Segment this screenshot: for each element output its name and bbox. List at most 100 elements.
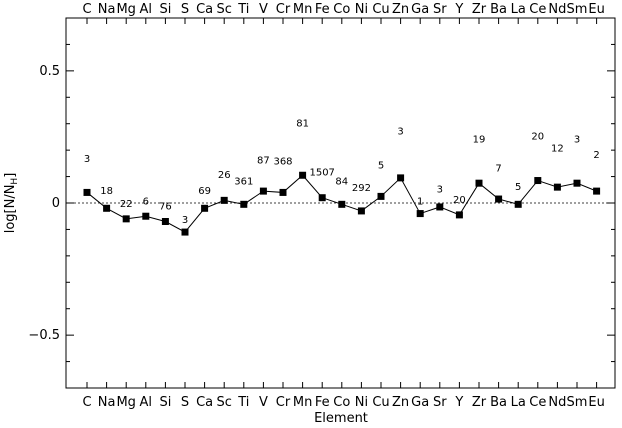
x-tick-label: Zr [472, 395, 487, 410]
x-tick-label-top: Co [333, 2, 350, 17]
count-label: 3 [574, 134, 580, 145]
count-label: 361 [234, 177, 253, 188]
count-label: 12 [551, 144, 564, 155]
y-axis: −0.5 0 0.5 [28, 17, 615, 389]
x-tick-label-top: Mn [293, 2, 312, 17]
y-axis-label-close: ] [3, 173, 18, 178]
x-tick-label-top: V [259, 2, 268, 17]
data-point [259, 187, 267, 195]
data-point [553, 183, 561, 191]
count-label: 3 [397, 126, 403, 137]
data-point [455, 211, 463, 219]
x-tick-label: Sm [567, 395, 588, 410]
count-label: 5 [515, 182, 521, 193]
x-tick-label: C [82, 395, 91, 410]
x-tick-label: Sc [216, 395, 231, 410]
data-point [318, 194, 326, 202]
data-point [338, 200, 346, 208]
x-tick-label: Ce [529, 395, 546, 410]
data-point [514, 200, 522, 208]
count-label: 3 [84, 154, 90, 165]
data-point [181, 228, 189, 236]
count-label: 3 [437, 184, 443, 195]
y-axis-label: log[N/NH] [3, 173, 20, 234]
data-point [103, 204, 111, 212]
x-tick-label-top: Al [140, 2, 153, 17]
x-tick-label: Al [140, 395, 153, 410]
x-tick-label: Sr [433, 395, 447, 410]
count-label: 6 [143, 196, 149, 207]
data-point [122, 215, 130, 223]
count-label: 5 [378, 161, 384, 172]
x-tick-label-top: Nd [548, 2, 566, 17]
x-tick-label: Ti [237, 395, 249, 410]
data-point [534, 177, 542, 185]
data-point [240, 200, 248, 208]
count-label: 7 [495, 163, 501, 174]
x-tick-label: Nd [548, 395, 566, 410]
count-label: 22 [120, 199, 133, 210]
x-tick-label: S [181, 395, 189, 410]
data-point [397, 174, 405, 182]
x-tick-label-top: Sm [567, 2, 588, 17]
x-axis-label: Element [314, 411, 368, 426]
count-label: 1507 [309, 167, 334, 178]
x-tick-label-top: Na [98, 2, 116, 17]
data-point [161, 218, 169, 225]
data-point [220, 196, 228, 204]
x-tick-label-top: Si [159, 2, 171, 17]
data-point [475, 179, 483, 187]
data-point [573, 179, 581, 187]
count-label: 76 [159, 202, 172, 213]
x-tick-label-top: La [511, 2, 526, 17]
x-tick-label: Co [333, 395, 350, 410]
x-tick-label: Eu [588, 395, 604, 410]
data-point [142, 212, 150, 220]
x-tick-label: Cu [372, 395, 389, 410]
x-tick-label-top: Ca [196, 2, 213, 17]
count-label: 1 [417, 196, 423, 207]
y-tick-label: −0.5 [28, 328, 60, 343]
x-tick-label: Ni [355, 395, 368, 410]
data-point [436, 203, 444, 211]
y-axis-label-sub: H [10, 178, 20, 185]
count-label: 3 [182, 215, 188, 226]
count-label: 26 [218, 170, 231, 181]
x-tick-label-top: Ba [490, 2, 507, 17]
x-tick-label: Cr [276, 395, 291, 410]
x-axis: CCNaNaMgMgAlAlSiSiSSCaCaScScTiTiVVCrCrMn… [82, 2, 604, 410]
data-point [299, 171, 307, 179]
data-point [495, 195, 503, 203]
count-label: 19 [473, 134, 486, 145]
x-tick-label: V [259, 395, 268, 410]
x-tick-label-top: Ce [529, 2, 546, 17]
x-tick-label-top: Cu [372, 2, 389, 17]
x-tick-label: Mg [116, 395, 135, 410]
x-tick-label: La [511, 395, 526, 410]
data-point [357, 207, 365, 215]
x-tick-label-top: Y [454, 2, 463, 17]
count-label: 84 [335, 177, 348, 188]
data-markers [83, 171, 601, 236]
x-tick-label-top: Zr [472, 2, 487, 17]
x-tick-label-top: Fe [315, 2, 330, 17]
x-tick-label: Fe [315, 395, 330, 410]
count-label: 81 [296, 118, 309, 129]
count-label: 87 [257, 155, 270, 166]
x-tick-label-top: Zn [392, 2, 409, 17]
x-tick-label-top: Eu [588, 2, 604, 17]
y-tick-label: 0 [52, 196, 60, 211]
count-label: 69 [198, 186, 211, 197]
x-tick-label: Ca [196, 395, 213, 410]
x-tick-label: Mn [293, 395, 312, 410]
x-tick-label: Ba [490, 395, 507, 410]
data-point [377, 192, 385, 200]
y-tick-label: 0.5 [39, 64, 60, 79]
x-tick-label-top: Sr [433, 2, 447, 17]
x-tick-label: Na [98, 395, 116, 410]
data-point [416, 210, 424, 218]
x-tick-label-top: Ni [355, 2, 368, 17]
x-tick-label-top: S [181, 2, 189, 17]
